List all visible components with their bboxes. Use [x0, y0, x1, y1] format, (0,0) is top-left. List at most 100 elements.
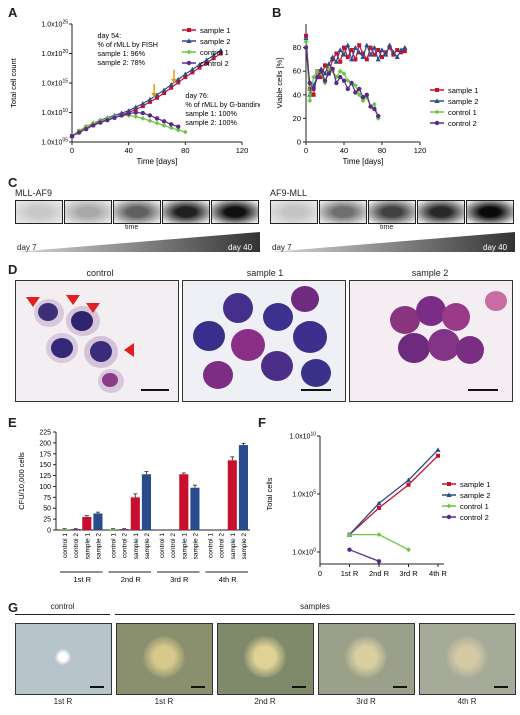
- data-point: [361, 51, 365, 56]
- series-line: [71, 114, 186, 137]
- y-tick-label: 25: [43, 517, 51, 524]
- y-tick-label: 1.0x100: [292, 548, 316, 557]
- data-point: [147, 113, 153, 118]
- legend-entry: sample 2: [448, 97, 478, 106]
- blot-axis-time-right: time: [380, 224, 394, 231]
- legend-marker: [434, 109, 440, 115]
- data-point: [147, 118, 153, 124]
- data-point: [377, 505, 381, 510]
- data-point: [345, 42, 351, 48]
- y-axis-label: Total cell count: [10, 57, 18, 108]
- x-tick-label: 120: [236, 146, 249, 155]
- category-label: sample 2: [144, 533, 151, 560]
- y-tick-label: 1.0x1010: [41, 108, 68, 117]
- data-point: [311, 74, 316, 80]
- bar: [93, 513, 103, 530]
- data-point: [147, 96, 153, 102]
- x-tick-label: 40: [124, 146, 132, 155]
- chart-a-growth: 1.0x1005 1.0x1010 1.0x1015 1.0x1020 1.0x1025…: [10, 20, 260, 167]
- bar: [179, 474, 189, 530]
- y-tick-label: 20: [293, 114, 301, 123]
- data-point: [347, 547, 352, 552]
- micrograph-sample2: [349, 280, 513, 402]
- data-point: [105, 117, 110, 123]
- x-tick-label: 0: [318, 569, 322, 578]
- category-label: sample 2: [192, 533, 199, 560]
- panel-label-d: D: [8, 262, 18, 277]
- data-point: [372, 101, 377, 107]
- y-tick-label: 100: [39, 484, 51, 491]
- blot-band: [270, 200, 318, 224]
- data-point: [364, 94, 370, 100]
- bar: [130, 497, 140, 530]
- data-point: [334, 74, 339, 80]
- data-point: [360, 94, 366, 100]
- data-point: [372, 106, 377, 112]
- data-point: [353, 57, 358, 62]
- legend-entry: sample 2: [460, 491, 490, 500]
- data-point: [307, 80, 312, 86]
- blot-axis-time-left: time: [125, 224, 139, 231]
- panel-label-g: G: [8, 600, 19, 615]
- data-point: [349, 47, 354, 52]
- colony-image: [318, 623, 415, 695]
- data-point: [395, 47, 400, 52]
- data-point: [182, 71, 188, 77]
- category-label: control 1: [208, 533, 215, 558]
- data-point: [307, 98, 313, 104]
- data-point: [154, 116, 160, 121]
- arrow-head: [171, 78, 177, 84]
- y-tick-label: 125: [39, 473, 51, 480]
- category-label: sample 2: [95, 533, 102, 560]
- category-label: control 2: [73, 533, 80, 558]
- legend-entry: control 1: [448, 108, 477, 117]
- x-tick-label: 3rd R: [399, 569, 418, 578]
- data-point: [399, 50, 403, 55]
- blot-band: [113, 200, 161, 224]
- data-point: [356, 49, 362, 55]
- colony-round-label: 3rd R: [356, 697, 376, 706]
- blot-end-right: day 40: [483, 243, 508, 252]
- data-point: [371, 45, 377, 50]
- series-line: [71, 53, 222, 137]
- data-point: [211, 52, 217, 58]
- data-point: [436, 453, 440, 458]
- blot-end-left: day 40: [228, 243, 253, 252]
- data-point: [203, 57, 210, 62]
- group-label: 3rd R: [170, 575, 189, 584]
- data-point: [349, 80, 354, 86]
- scale-bar: [301, 389, 331, 391]
- x-tick-label: 0: [304, 146, 308, 155]
- data-point: [218, 51, 223, 56]
- category-label: sample 1: [181, 533, 188, 560]
- data-point: [334, 80, 339, 86]
- group-label: 2nd R: [121, 575, 142, 584]
- group-label: 1st R: [73, 575, 91, 584]
- scale-bar: [90, 686, 104, 688]
- y-tick-label: 50: [43, 506, 51, 513]
- data-point: [323, 63, 327, 68]
- colony-image: [217, 623, 314, 695]
- data-point: [315, 74, 320, 80]
- colony-header-samples: samples: [115, 602, 515, 616]
- category-label: control 1: [159, 533, 166, 558]
- series-line: [349, 449, 439, 536]
- data-point: [176, 124, 181, 129]
- bar: [238, 445, 248, 530]
- blot-start-left: day 7: [17, 243, 37, 252]
- data-point: [140, 101, 146, 106]
- legend-entry: sample 1: [460, 480, 490, 489]
- series-line: [349, 549, 380, 562]
- data-point: [353, 82, 358, 88]
- data-point: [98, 120, 103, 125]
- data-point: [315, 68, 320, 74]
- data-point: [402, 45, 408, 50]
- legend-marker: [435, 88, 439, 92]
- annotation-day54: % of rMLL by FISH: [98, 40, 158, 49]
- bar: [141, 474, 151, 530]
- data-point: [345, 55, 350, 60]
- data-point: [183, 75, 188, 80]
- colony-round-label: 2nd R: [254, 697, 276, 706]
- data-point: [162, 91, 167, 96]
- category-label: control 2: [122, 533, 129, 558]
